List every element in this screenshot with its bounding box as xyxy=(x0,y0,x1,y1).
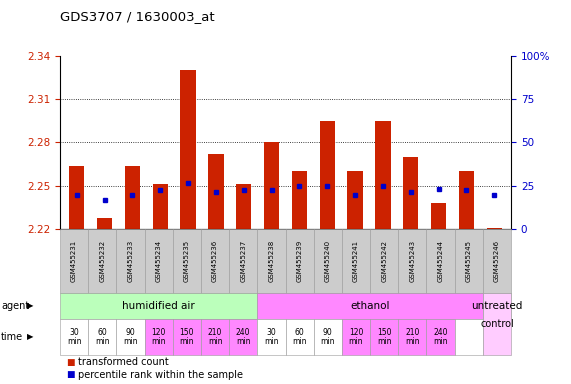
Text: 90
min: 90 min xyxy=(123,328,138,346)
Bar xyxy=(264,142,279,229)
Bar xyxy=(292,171,307,229)
Text: GSM455233: GSM455233 xyxy=(127,240,134,282)
Text: 30
min: 30 min xyxy=(67,328,81,346)
Bar xyxy=(431,203,447,229)
Bar xyxy=(375,121,391,229)
Text: GSM455237: GSM455237 xyxy=(240,240,246,282)
Bar xyxy=(459,171,474,229)
Text: GSM455232: GSM455232 xyxy=(99,240,105,282)
Text: GSM455241: GSM455241 xyxy=(353,240,359,282)
Text: 120
min: 120 min xyxy=(151,328,166,346)
Bar xyxy=(236,184,251,229)
Text: ■: ■ xyxy=(66,358,74,367)
Text: ▶: ▶ xyxy=(27,333,34,341)
Bar xyxy=(320,121,335,229)
Text: untreated: untreated xyxy=(471,301,522,311)
Text: ethanol: ethanol xyxy=(351,301,390,311)
Bar xyxy=(403,157,419,229)
Bar xyxy=(486,228,502,229)
Text: 60
min: 60 min xyxy=(292,328,307,346)
Bar xyxy=(208,154,223,229)
Text: humidified air: humidified air xyxy=(122,301,195,311)
Bar xyxy=(180,70,196,229)
Text: transformed count: transformed count xyxy=(78,357,169,367)
Bar xyxy=(124,166,140,229)
Text: 90
min: 90 min xyxy=(320,328,335,346)
Text: 150
min: 150 min xyxy=(179,328,194,346)
Text: agent: agent xyxy=(1,301,29,311)
Text: 60
min: 60 min xyxy=(95,328,110,346)
Text: 30
min: 30 min xyxy=(264,328,279,346)
Text: GSM455234: GSM455234 xyxy=(156,240,162,282)
Text: 210
min: 210 min xyxy=(405,328,420,346)
Text: GSM455236: GSM455236 xyxy=(212,240,218,282)
Bar xyxy=(152,184,168,229)
Text: ▶: ▶ xyxy=(27,301,34,310)
Text: GSM455239: GSM455239 xyxy=(296,240,303,282)
Text: percentile rank within the sample: percentile rank within the sample xyxy=(78,370,243,380)
Text: GSM455235: GSM455235 xyxy=(184,240,190,282)
Text: 240
min: 240 min xyxy=(433,328,448,346)
Text: time: time xyxy=(1,332,23,342)
Text: 120
min: 120 min xyxy=(349,328,363,346)
Bar xyxy=(97,218,112,229)
Text: GSM455240: GSM455240 xyxy=(325,240,331,282)
Text: 210
min: 210 min xyxy=(208,328,222,346)
Text: GSM455245: GSM455245 xyxy=(466,240,472,282)
Text: GDS3707 / 1630003_at: GDS3707 / 1630003_at xyxy=(60,10,215,23)
Text: GSM455231: GSM455231 xyxy=(71,240,77,282)
Text: GSM455243: GSM455243 xyxy=(409,240,415,282)
Text: ■: ■ xyxy=(66,370,74,379)
Bar xyxy=(69,166,85,229)
Text: 240
min: 240 min xyxy=(236,328,251,346)
Bar xyxy=(348,171,363,229)
Text: control: control xyxy=(480,319,514,329)
Text: GSM455244: GSM455244 xyxy=(437,240,444,282)
Text: 150
min: 150 min xyxy=(377,328,392,346)
Text: GSM455246: GSM455246 xyxy=(494,240,500,282)
Text: GSM455238: GSM455238 xyxy=(268,240,275,282)
Text: GSM455242: GSM455242 xyxy=(381,240,387,282)
